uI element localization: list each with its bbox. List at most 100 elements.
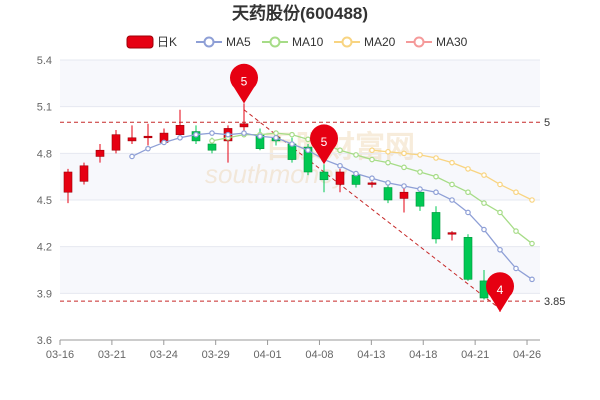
pin-label: 5	[241, 75, 248, 89]
ma5-point	[385, 180, 391, 186]
candle-body	[175, 125, 185, 135]
ma5-point	[145, 145, 151, 152]
ma20-point	[465, 166, 471, 172]
ma10-point	[353, 152, 359, 158]
candle-body	[63, 171, 73, 193]
ma10-point	[529, 240, 535, 247]
candle-body	[207, 143, 217, 151]
ma10-point	[417, 169, 423, 175]
ma20-point	[513, 189, 519, 196]
y-tick-label: 5.1	[37, 102, 52, 114]
ma5-point	[273, 134, 279, 141]
candle-body	[239, 123, 249, 128]
candle-up	[447, 231, 457, 241]
candle-up	[399, 184, 409, 213]
ma10-point	[449, 181, 455, 188]
ma20-point	[369, 147, 375, 154]
candle-up	[111, 130, 121, 154]
ma5-point	[401, 183, 407, 189]
x-tick-label: 03-24	[150, 349, 178, 361]
pin-label: 5	[321, 135, 328, 149]
candle-up	[127, 125, 137, 144]
x-tick-label: 04-13	[357, 349, 385, 361]
pin-shape	[230, 63, 259, 104]
pin-marker: 5	[230, 63, 259, 104]
ma10-point	[481, 200, 487, 206]
candle-up	[79, 162, 89, 185]
x-tick-label: 04-01	[253, 349, 281, 361]
legend-item-ma20[interactable]: MA20	[334, 35, 396, 49]
ma5-point	[289, 141, 295, 147]
legend-ma10-marker	[269, 36, 281, 48]
candle-body	[79, 165, 89, 182]
candle-body	[95, 149, 105, 157]
plot-band	[60, 153, 540, 200]
ma20-point	[401, 150, 407, 157]
ma10-point	[433, 173, 439, 180]
ma5-point	[241, 130, 247, 136]
candle-body	[415, 191, 425, 207]
ma20-point	[433, 155, 439, 161]
x-tick-label: 04-08	[305, 349, 333, 361]
candle-body	[431, 212, 441, 240]
candle-up	[175, 109, 185, 138]
ma20-point	[449, 159, 455, 166]
y-tick-label: 4.2	[37, 242, 52, 254]
ma5-point	[449, 197, 455, 203]
legend-item-ma30[interactable]: MA30	[406, 35, 468, 49]
ma20-point	[497, 181, 503, 188]
markers: 5 5 4	[230, 63, 514, 312]
candle-body	[303, 146, 313, 173]
legend-kline-swatch	[126, 35, 154, 49]
chart-title: 天药股份(600488)	[232, 3, 368, 23]
candle-down	[383, 184, 393, 204]
pin-shape	[310, 124, 338, 165]
legend-label-ma20: MA20	[364, 35, 396, 49]
legend-label-kline: 日K	[157, 35, 177, 49]
ma10-point	[401, 164, 407, 171]
moving-averages	[129, 130, 535, 283]
ma10-point	[369, 156, 375, 163]
candle-up	[143, 123, 153, 146]
candle-body	[111, 134, 121, 151]
candle-body	[383, 187, 393, 201]
candle-body	[367, 182, 377, 185]
ma10-point	[273, 130, 279, 136]
ma5-point	[305, 147, 311, 154]
y-tick-label: 3.9	[37, 288, 52, 300]
ma5-point	[337, 162, 343, 169]
legend-ma20-marker	[341, 36, 353, 48]
candle-body	[319, 171, 329, 181]
ma5-point	[209, 130, 215, 136]
reference-line-label: 5	[544, 117, 550, 129]
ma20-point	[529, 197, 535, 203]
ma10-point	[289, 131, 295, 138]
ma5-point	[129, 153, 135, 160]
x-tick-label: 04-21	[461, 349, 489, 361]
legend-item-kline[interactable]: 日K	[126, 35, 177, 49]
ma10-point	[305, 136, 311, 143]
ma5-point	[369, 175, 375, 182]
ma5-point	[497, 246, 503, 253]
ma5-point	[417, 186, 423, 192]
ma5-point	[481, 226, 487, 233]
ma10-point	[385, 159, 391, 166]
legend-label-ma5: MA5	[226, 35, 251, 49]
x-tick-label: 03-21	[98, 349, 126, 361]
legend-item-ma10[interactable]: MA10	[262, 35, 324, 49]
candle-down	[431, 206, 441, 244]
ma10-point	[465, 189, 471, 196]
reference-lines: 53.85	[60, 109, 565, 310]
ma10-point	[497, 209, 503, 216]
legend-ma30-marker	[413, 36, 425, 48]
candle-body	[335, 171, 345, 185]
ma10-point	[209, 138, 215, 144]
ma5-point	[529, 276, 535, 283]
ma5-point	[353, 170, 359, 177]
candle-up	[63, 168, 73, 204]
x-tick-label: 03-16	[46, 349, 74, 361]
ma5-point	[177, 134, 183, 141]
legend-item-ma5[interactable]: MA5	[196, 35, 251, 49]
ma5-point	[257, 133, 263, 140]
plot-band	[60, 200, 540, 247]
